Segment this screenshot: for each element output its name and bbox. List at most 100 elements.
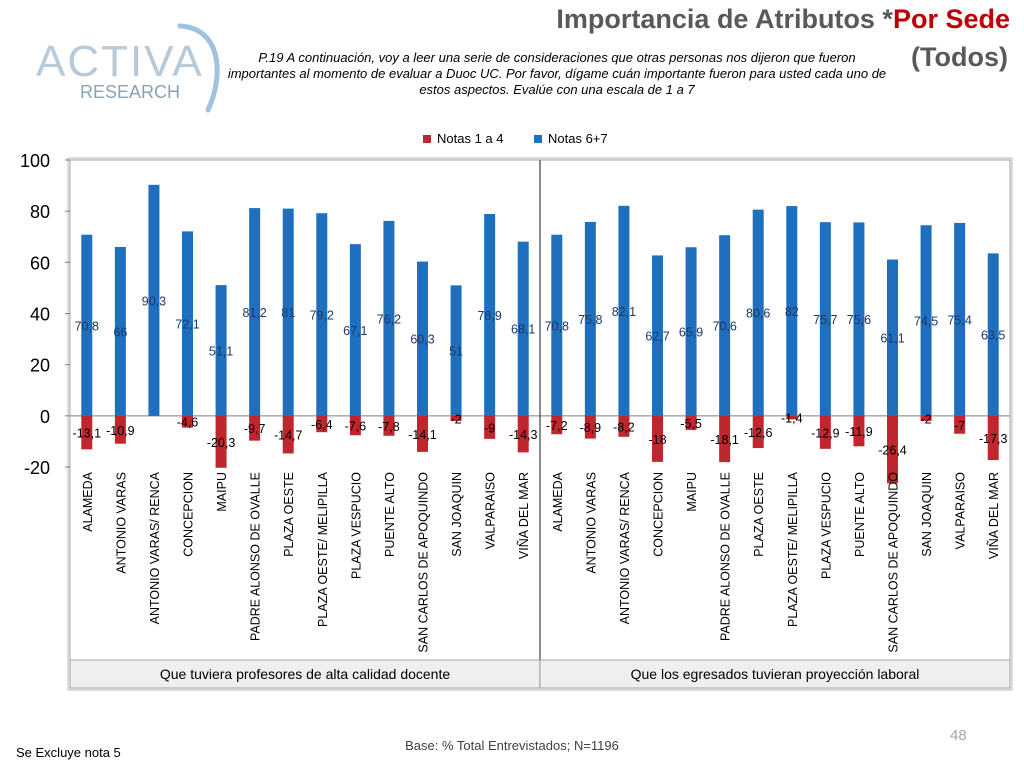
data-label-pos: 75,7 <box>813 313 837 327</box>
data-label-pos: 70,6 <box>712 320 736 334</box>
data-label-pos: 75,6 <box>847 313 871 327</box>
bar-pos <box>719 235 731 416</box>
data-label-neg: -2 <box>921 412 932 426</box>
category-label: PLAZA VESPUCIO <box>819 472 833 579</box>
legend-swatch-neg <box>423 135 431 143</box>
data-label-pos: 70,8 <box>75 319 99 333</box>
bar-pos <box>182 231 193 416</box>
data-label-neg: -14,1 <box>408 428 437 442</box>
category-label: SAN JOAQUIN <box>450 472 464 557</box>
category-label: PLAZA OESTE <box>752 472 766 557</box>
data-label-pos: 51,1 <box>209 344 233 358</box>
data-label-pos: 63,5 <box>981 329 1005 343</box>
data-label-pos: 72,1 <box>175 318 199 332</box>
bar-neg <box>786 415 798 420</box>
data-label-pos: 80,6 <box>746 307 770 321</box>
bar-pos <box>417 261 428 416</box>
data-label-neg: -6,4 <box>311 418 333 432</box>
title-accent: Por Sede <box>892 4 1010 34</box>
bar-pos <box>484 213 496 416</box>
y-tick-label: 60 <box>30 253 50 273</box>
bar-neg <box>618 415 630 437</box>
category-label: CONCEPCION <box>652 472 666 557</box>
legend-swatch-pos <box>534 135 542 143</box>
data-label-neg: -8,9 <box>580 421 602 435</box>
data-label-pos: 75,8 <box>578 313 602 327</box>
category-label: VIÑA DEL MAR <box>987 472 1001 559</box>
bar-neg <box>349 415 361 436</box>
bar-neg <box>752 415 764 449</box>
chart: -20 0 20 40 60 80 100 Notas 1 a 4 Notas 6+7 Que t… <box>20 131 1013 691</box>
data-label-neg: -17,3 <box>979 432 1008 446</box>
data-label-neg: -11,9 <box>845 425 873 439</box>
category-label: PUENTE ALTO <box>383 472 397 557</box>
logo-text: ACTIVA <box>36 37 204 86</box>
bar-neg <box>249 415 261 441</box>
data-label-neg: -18 <box>648 433 666 447</box>
data-label-pos: 70,8 <box>545 319 569 333</box>
bar-pos <box>752 209 764 416</box>
bar-neg <box>383 415 395 436</box>
bar-neg <box>316 415 328 433</box>
bar-neg <box>450 415 462 421</box>
data-label-pos: 79,2 <box>310 309 334 323</box>
page-title: Importancia de Atributos *Por Sede <box>556 4 1010 34</box>
bar-pos <box>618 205 630 416</box>
bar-pos <box>819 222 831 416</box>
footer-base: Base: % Total Entrevistados; N=1196 <box>405 738 619 753</box>
data-label-neg: -2 <box>451 412 462 426</box>
bar-neg <box>484 415 496 439</box>
bar-neg <box>954 415 966 434</box>
y-tick-label: -20 <box>24 458 50 478</box>
bar-neg <box>114 415 126 444</box>
bar-pos <box>517 241 529 416</box>
data-label-neg: -5,5 <box>680 417 702 431</box>
footer-note: Se Excluye nota 5 <box>16 745 121 760</box>
category-label: PADRE ALONSO DE OVALLE <box>719 472 733 641</box>
bar-pos <box>316 213 328 416</box>
category-label: ANTONIO VARAS/ RENCA <box>618 471 632 624</box>
page-title-line2: (Todos) <box>911 42 1008 72</box>
category-label: MAIPU <box>215 472 229 512</box>
bar-pos <box>853 222 865 416</box>
category-label: ALAMEDA <box>81 471 95 531</box>
data-label-pos: 82 <box>785 305 799 319</box>
activa-research-logo: ACTIVA RESEARCH <box>36 23 220 113</box>
y-tick-label: 80 <box>30 202 50 222</box>
bar-neg <box>584 415 596 439</box>
bar-neg <box>685 415 697 430</box>
group-label: Que los egresados tuvieran proyección la… <box>631 666 920 682</box>
data-label-pos: 60,3 <box>410 333 434 347</box>
y-tick-label: 40 <box>30 305 50 325</box>
bar-pos <box>584 221 596 416</box>
category-label: CONCEPCION <box>182 472 196 557</box>
legend-label: Notas 1 a 4 <box>437 131 504 146</box>
category-label: PLAZA OESTE/ MELIPILLA <box>316 471 330 627</box>
logo-subtext: RESEARCH <box>80 82 180 102</box>
bar-pos <box>215 285 227 416</box>
data-label-pos: 82,1 <box>612 305 636 319</box>
category-label: SAN CARLOS DE APOQUINDO <box>887 472 901 653</box>
data-label-pos: 68,1 <box>511 323 535 337</box>
data-label-neg: -26,4 <box>878 444 907 458</box>
data-label-neg: -7,6 <box>345 420 367 434</box>
category-label: SAN JOAQUIN <box>920 472 934 557</box>
data-label-pos: 61,1 <box>880 332 904 346</box>
data-label-neg: -12,9 <box>811 426 840 440</box>
data-label-pos: 66 <box>113 325 127 339</box>
y-tick-label: 100 <box>20 151 50 171</box>
data-label-neg: -4,6 <box>177 416 199 430</box>
data-label-neg: -14,7 <box>274 429 303 443</box>
category-label: MAIPU <box>685 472 699 512</box>
data-label-pos: 65,9 <box>679 326 703 340</box>
bar-pos <box>987 253 999 416</box>
bar-pos <box>450 285 462 416</box>
bar-neg <box>417 415 428 452</box>
bar-neg <box>853 415 865 447</box>
data-label-pos: 74,5 <box>914 315 938 329</box>
bar-pos <box>551 234 563 416</box>
category-label: VALPARAISO <box>954 472 968 550</box>
bar-pos <box>652 255 663 416</box>
bar-pos <box>786 206 798 416</box>
category-label: ANTONIO VARAS <box>584 472 598 574</box>
